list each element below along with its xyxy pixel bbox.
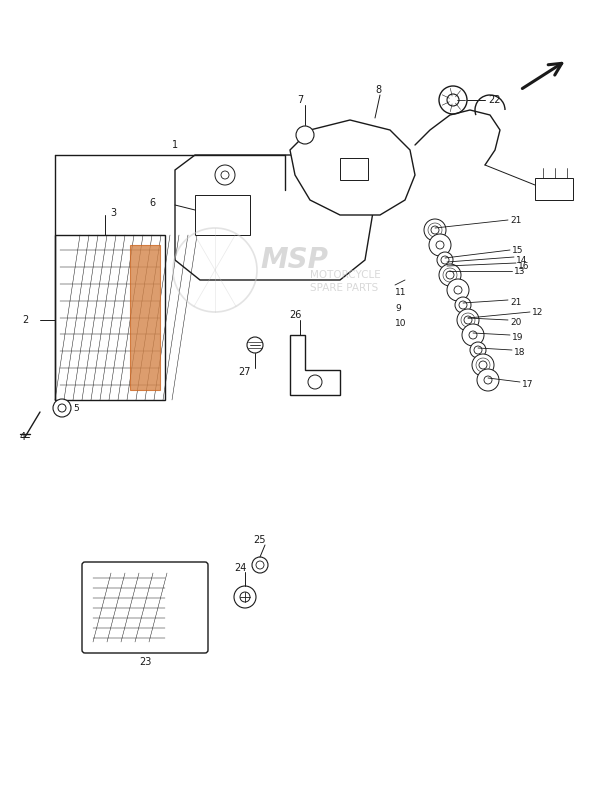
Circle shape — [477, 369, 499, 391]
Text: 16: 16 — [518, 261, 529, 270]
Text: 22: 22 — [488, 95, 500, 105]
Circle shape — [58, 404, 66, 412]
Text: 23: 23 — [139, 657, 151, 667]
Text: 2: 2 — [22, 315, 28, 325]
Text: 26: 26 — [289, 310, 301, 320]
Circle shape — [459, 301, 467, 309]
Circle shape — [240, 592, 250, 602]
Circle shape — [431, 226, 439, 234]
Text: SPARE PARTS: SPARE PARTS — [310, 283, 378, 293]
Circle shape — [252, 557, 268, 573]
Circle shape — [457, 309, 479, 331]
Circle shape — [296, 126, 314, 144]
Text: 14: 14 — [516, 255, 527, 265]
Text: 6: 6 — [149, 198, 155, 208]
Circle shape — [429, 234, 451, 256]
Circle shape — [454, 286, 462, 294]
Circle shape — [439, 86, 467, 114]
Text: 27: 27 — [239, 367, 251, 377]
Circle shape — [234, 586, 256, 608]
Bar — [195, 195, 250, 235]
Circle shape — [469, 331, 477, 339]
Text: 13: 13 — [514, 266, 526, 276]
Text: MSP: MSP — [260, 246, 328, 274]
Text: 3: 3 — [110, 208, 116, 218]
Text: 21: 21 — [510, 298, 521, 307]
Text: 1: 1 — [172, 140, 178, 150]
Circle shape — [447, 279, 469, 301]
Bar — [340, 158, 368, 180]
Text: 11: 11 — [395, 288, 407, 296]
Bar — [535, 178, 573, 200]
Circle shape — [447, 94, 459, 106]
Circle shape — [455, 297, 471, 313]
Text: 10: 10 — [395, 318, 407, 328]
Circle shape — [53, 399, 71, 417]
Circle shape — [439, 264, 461, 286]
Text: 4: 4 — [20, 432, 26, 442]
Text: 20: 20 — [510, 318, 521, 326]
Circle shape — [437, 252, 453, 268]
Text: MOTORCYCLE: MOTORCYCLE — [310, 270, 381, 280]
Circle shape — [215, 165, 235, 185]
FancyBboxPatch shape — [82, 562, 208, 653]
Circle shape — [247, 337, 263, 353]
Text: 24: 24 — [234, 563, 246, 573]
Circle shape — [446, 271, 454, 279]
Circle shape — [462, 324, 484, 346]
Text: 19: 19 — [512, 333, 523, 341]
Polygon shape — [175, 155, 375, 280]
Text: 9: 9 — [395, 303, 401, 313]
Text: 5: 5 — [73, 404, 79, 412]
Circle shape — [436, 241, 444, 249]
Text: 7: 7 — [297, 95, 303, 105]
Circle shape — [424, 219, 446, 241]
Circle shape — [256, 561, 264, 569]
Circle shape — [474, 346, 482, 354]
Circle shape — [484, 376, 492, 384]
Polygon shape — [290, 120, 415, 215]
Text: 18: 18 — [514, 348, 526, 356]
Bar — [55, 235, 165, 400]
Text: 25: 25 — [254, 535, 266, 545]
Text: 15: 15 — [512, 246, 523, 254]
Circle shape — [221, 171, 229, 179]
Circle shape — [308, 375, 322, 389]
Text: 8: 8 — [375, 85, 381, 95]
Polygon shape — [290, 335, 340, 395]
Circle shape — [464, 316, 472, 324]
Text: 17: 17 — [522, 379, 533, 389]
Circle shape — [470, 342, 486, 358]
Circle shape — [441, 256, 449, 264]
Text: 12: 12 — [532, 307, 544, 317]
Circle shape — [479, 361, 487, 369]
Bar — [130, 245, 160, 390]
Circle shape — [472, 354, 494, 376]
Text: 21: 21 — [510, 216, 521, 224]
